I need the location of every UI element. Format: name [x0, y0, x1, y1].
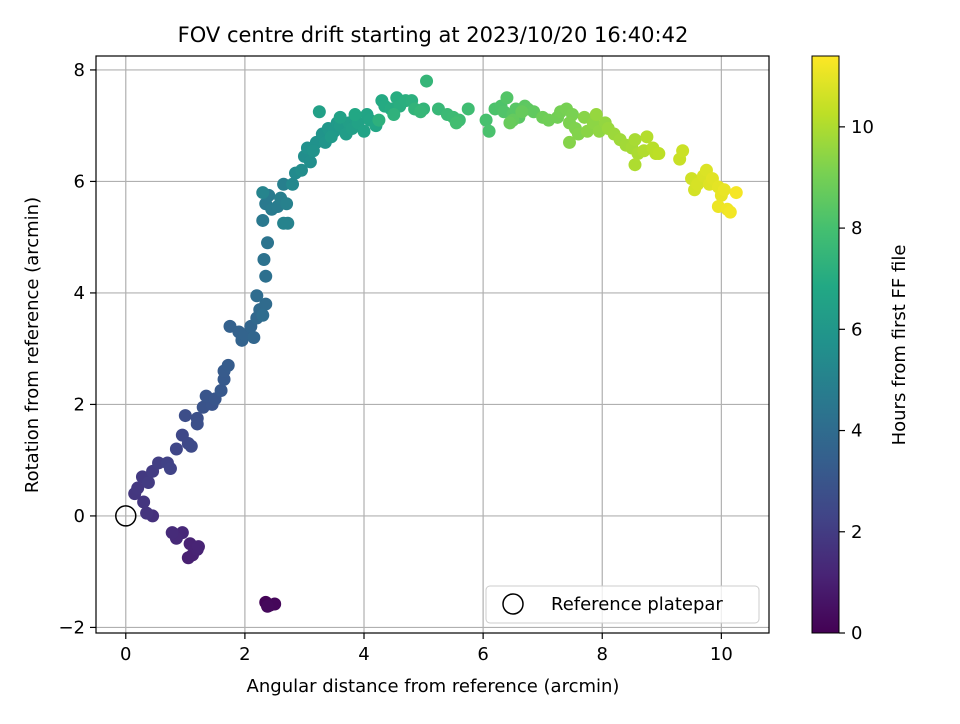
data-point [503, 116, 517, 130]
x-tick-label: 10 [710, 644, 733, 665]
y-tick-label: 6 [74, 171, 85, 192]
data-point [562, 135, 576, 149]
colorbar-tick-label: 4 [851, 421, 862, 442]
data-point [257, 252, 271, 266]
y-tick-label: 2 [74, 394, 85, 415]
data-point [191, 540, 205, 554]
y-tick-label: 8 [74, 60, 85, 81]
data-point [676, 144, 690, 158]
data-point [294, 163, 308, 177]
data-point [324, 130, 338, 144]
x-tick-label: 6 [477, 644, 488, 665]
data-point [250, 289, 264, 303]
colorbar [811, 55, 840, 634]
data-point [163, 462, 177, 476]
data-point [306, 144, 320, 158]
data-point [333, 110, 347, 124]
data-point [137, 495, 151, 509]
data-point [256, 308, 270, 322]
data-point [190, 417, 204, 431]
data-points [128, 74, 743, 613]
data-point [178, 409, 192, 423]
data-point [482, 124, 496, 138]
data-point [247, 331, 261, 345]
data-point [479, 113, 493, 127]
data-point [628, 158, 642, 172]
x-tick-label: 4 [358, 644, 369, 665]
legend-label: Reference platepar [551, 594, 723, 615]
y-axis-label: Rotation from reference (arcmin) [22, 197, 43, 493]
data-point [152, 456, 166, 470]
data-point [729, 186, 743, 200]
colorbar-tick-label: 0 [851, 623, 862, 644]
data-point [261, 599, 275, 613]
data-point [184, 439, 198, 453]
data-point [652, 147, 666, 161]
data-point [387, 108, 401, 122]
grid-lines [96, 56, 769, 633]
data-point [277, 177, 291, 191]
data-point [221, 358, 235, 372]
data-point [131, 481, 145, 495]
x-axis-label: Angular distance from reference (arcmin) [247, 676, 620, 697]
data-point [141, 475, 155, 489]
colorbar-ticks: 0 2 4 6 8 10 [839, 117, 874, 644]
data-point [589, 108, 603, 122]
data-point [449, 116, 463, 130]
legend-marker [502, 593, 524, 615]
data-point [500, 91, 514, 105]
colorbar-tick-label: 2 [851, 522, 862, 543]
data-point [372, 113, 386, 127]
data-point [286, 177, 300, 191]
data-point [140, 506, 154, 520]
data-point [420, 74, 434, 88]
data-point [357, 124, 371, 138]
data-point [165, 526, 179, 540]
chart-title: FOV centre drift starting at 2023/10/20 … [178, 23, 689, 47]
data-point [414, 105, 428, 119]
plot-frame [95, 55, 770, 634]
data-point [277, 216, 291, 230]
x-tick-label: 0 [120, 644, 131, 665]
y-tick-label: 4 [74, 283, 85, 304]
data-point [259, 269, 273, 283]
x-tick-label: 8 [597, 644, 608, 665]
colorbar-label: Hours from first FF file [889, 245, 910, 446]
data-point [628, 133, 642, 147]
data-point [256, 186, 270, 200]
data-point [303, 155, 317, 169]
data-point [515, 105, 529, 119]
x-tick-label: 2 [239, 644, 250, 665]
y-tick-label: −2 [58, 617, 85, 638]
data-point [717, 183, 731, 197]
colorbar-tick-label: 10 [851, 117, 874, 138]
reference-marker-group [115, 505, 137, 527]
data-point [723, 205, 737, 219]
y-tick-label: 0 [74, 506, 85, 527]
data-point [169, 442, 183, 456]
legend-box [485, 585, 760, 624]
data-point [261, 236, 275, 250]
reference-platepar-marker [115, 505, 137, 527]
data-point [256, 213, 270, 227]
data-point [280, 197, 294, 211]
axis-ticks: 0 2 4 6 8 10 −2 0 2 4 6 8 [58, 60, 732, 665]
data-point [348, 108, 362, 122]
data-point [312, 105, 326, 119]
data-point [214, 383, 228, 397]
data-point [461, 102, 475, 116]
data-point [259, 297, 273, 311]
legend: Reference platepar [485, 585, 760, 624]
colorbar-tick-label: 8 [851, 218, 862, 239]
colorbar-tick-label: 6 [851, 319, 862, 340]
data-point [640, 130, 654, 144]
